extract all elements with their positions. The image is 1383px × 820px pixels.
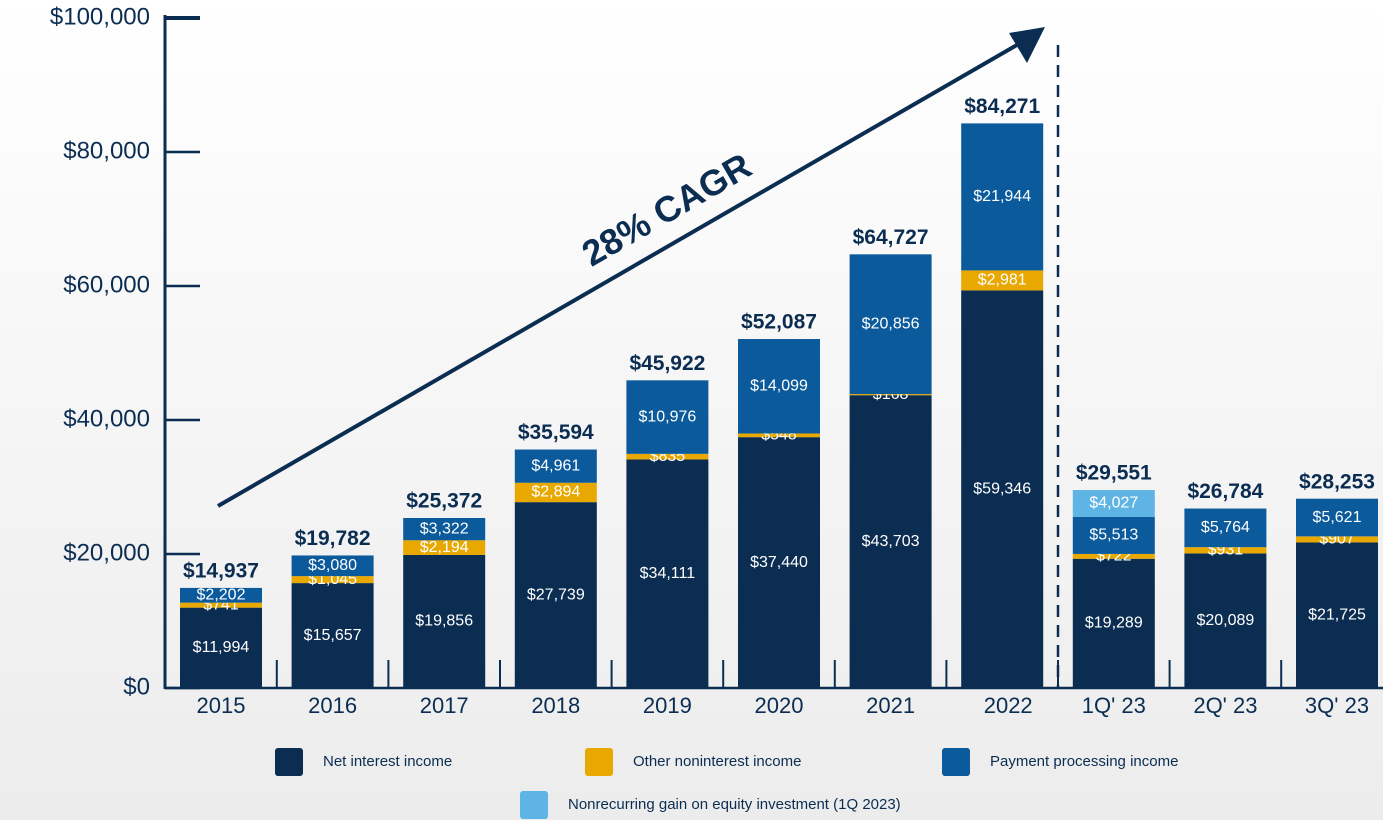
y-tick-label: $60,000 <box>63 271 150 298</box>
segment-label: $59,346 <box>973 480 1031 497</box>
bar-segment <box>403 540 486 555</box>
y-tick-label: $40,000 <box>63 405 150 432</box>
bar-segment <box>849 394 932 396</box>
x-tick-label: 2015 <box>197 693 246 718</box>
bar-segment <box>738 437 820 688</box>
segment-label: $21,725 <box>1308 606 1366 623</box>
bar-segment <box>626 380 709 454</box>
arrow-head <box>1009 27 1045 63</box>
segment-label: $4,961 <box>531 457 580 474</box>
bar-segment <box>291 576 374 584</box>
bar-segment <box>514 502 597 688</box>
y-tick-label: $20,000 <box>63 539 150 566</box>
legend-label: Nonrecurring gain on equity investment (… <box>568 796 901 813</box>
bar-segment <box>1184 547 1267 554</box>
total-label: $45,922 <box>629 352 705 375</box>
bar-segment <box>1296 498 1378 537</box>
legend-swatch <box>942 748 970 776</box>
bar-segment <box>1184 553 1267 688</box>
x-tick-label: 2016 <box>308 693 357 718</box>
y-tick-label: $80,000 <box>63 137 150 164</box>
x-tick-label: 2018 <box>531 693 580 718</box>
bar-segment <box>626 453 709 460</box>
bar-segment <box>514 449 597 483</box>
total-label: $84,271 <box>964 95 1040 118</box>
x-tick-label: 2Q' 23 <box>1193 693 1257 718</box>
segment-label: $2,202 <box>197 587 246 604</box>
segment-label: $2,194 <box>420 539 469 556</box>
bar-segment <box>291 555 374 577</box>
bar-segment <box>961 290 1044 688</box>
total-label: $25,372 <box>406 490 482 513</box>
bar-segment <box>1296 542 1378 688</box>
total-label: $52,087 <box>741 311 817 334</box>
bar-segment <box>849 395 932 688</box>
legend-label: Payment processing income <box>990 753 1178 770</box>
segment-label: $21,944 <box>973 188 1031 205</box>
cagr-arrow <box>217 40 1023 508</box>
bar-segment <box>180 587 262 603</box>
segment-label: $3,322 <box>420 520 469 537</box>
legend-label: Other noninterest income <box>633 753 801 770</box>
segment-label: $19,289 <box>1085 615 1143 632</box>
x-tick-label: 3Q' 23 <box>1305 693 1369 718</box>
y-tick-label: $100,000 <box>50 3 150 30</box>
bar-segment <box>514 482 597 503</box>
segment-label: $14,099 <box>750 377 808 394</box>
segment-label: $10,976 <box>638 408 696 425</box>
bar-segment <box>1072 516 1155 554</box>
bar-segment <box>403 518 486 541</box>
bar-segment <box>738 339 820 434</box>
segment-label: $15,657 <box>304 627 362 644</box>
legend-swatch <box>585 748 613 776</box>
bar-segment <box>961 270 1044 291</box>
segment-label: $3,080 <box>308 557 357 574</box>
total-label: $14,937 <box>183 559 259 582</box>
total-label: $64,727 <box>853 226 929 249</box>
total-label: $28,253 <box>1299 470 1375 493</box>
bar-segment <box>626 459 709 688</box>
segment-label: $11,994 <box>193 639 250 656</box>
segment-label: $27,739 <box>527 586 585 603</box>
legend-swatch <box>275 748 303 776</box>
x-tick-label: 1Q' 23 <box>1082 693 1146 718</box>
x-tick-label: 2019 <box>643 693 692 718</box>
x-tick-label: 2020 <box>755 693 804 718</box>
bar-segment <box>961 123 1044 271</box>
bar-segment <box>1072 553 1155 559</box>
total-label: $26,784 <box>1187 480 1263 503</box>
bar-segment <box>403 554 486 688</box>
bar-segment <box>1184 508 1267 548</box>
segment-label: $20,856 <box>862 315 920 332</box>
bar-segment <box>1072 490 1155 517</box>
segment-label: $43,703 <box>862 533 920 550</box>
y-tick-label: $0 <box>123 673 150 700</box>
segment-label: $5,513 <box>1089 527 1138 544</box>
bar-segment <box>738 433 820 438</box>
x-tick-label: 2017 <box>420 693 469 718</box>
bar-segment <box>291 583 374 688</box>
x-tick-label: 2021 <box>866 693 915 718</box>
segment-label: $4,027 <box>1089 495 1138 512</box>
segment-label: $19,856 <box>415 613 473 630</box>
segment-label: $5,621 <box>1313 509 1362 526</box>
bar-segment <box>1072 558 1155 688</box>
segment-label: $5,764 <box>1201 519 1250 536</box>
segment-label: $20,089 <box>1196 612 1254 629</box>
segment-label: $2,981 <box>978 272 1027 289</box>
bar-segment <box>1296 536 1378 543</box>
bar-segment <box>849 254 932 395</box>
total-label: $29,551 <box>1076 462 1152 485</box>
bar-segment <box>180 602 262 608</box>
total-label: $35,594 <box>518 421 594 444</box>
legend-label: Net interest income <box>323 753 452 770</box>
segment-label: $2,894 <box>531 484 580 501</box>
total-label: $19,782 <box>295 527 371 550</box>
segment-label: $37,440 <box>750 554 808 571</box>
x-tick-label: 2022 <box>984 693 1033 718</box>
segment-label: $34,111 <box>640 565 696 582</box>
legend-swatch <box>520 791 548 819</box>
bar-segment <box>180 607 262 688</box>
